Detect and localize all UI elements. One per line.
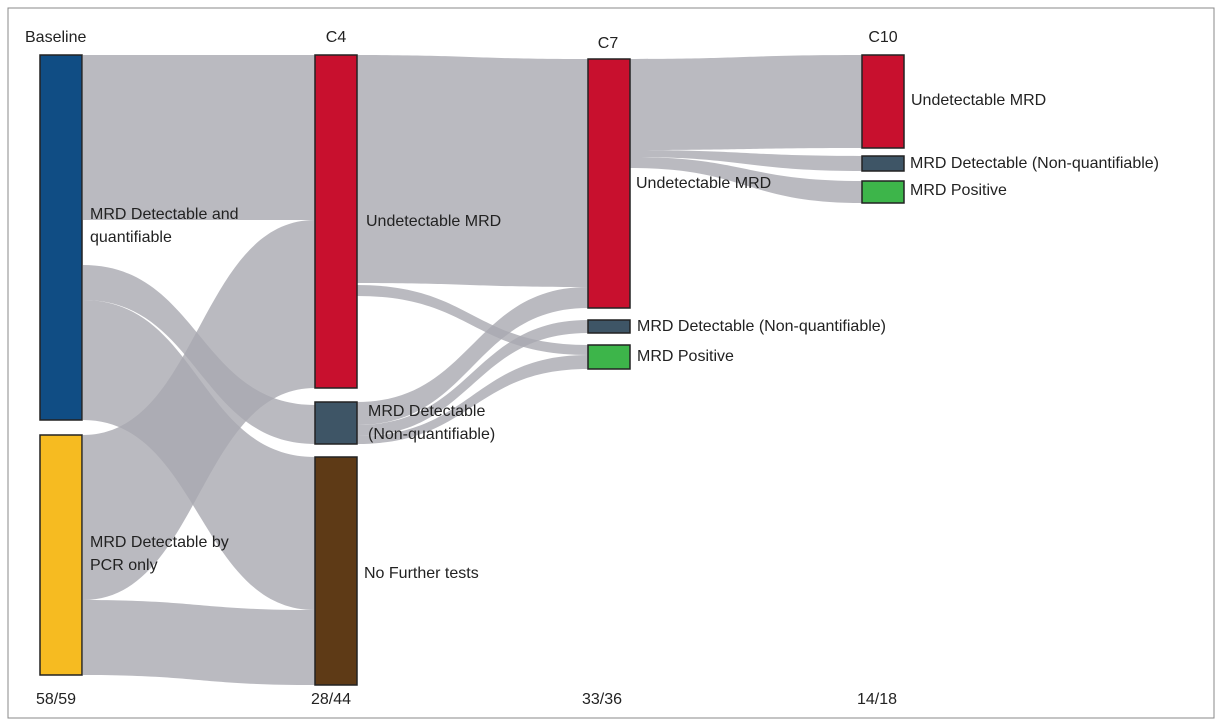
node-label: MRD Detectable by — [90, 534, 229, 551]
node-label: MRD Detectable — [368, 403, 485, 420]
frame — [7, 7, 1215, 719]
node — [314, 54, 358, 389]
node-label: MRD Detectable (Non-quantifiable) — [637, 318, 886, 335]
flow — [357, 320, 588, 436]
node — [587, 344, 631, 370]
node-label: quantifiable — [90, 229, 172, 246]
flow — [630, 150, 862, 171]
flow — [357, 287, 588, 425]
flow — [83, 220, 315, 600]
flow — [357, 355, 588, 444]
node-label: MRD Detectable and — [90, 206, 239, 223]
node — [39, 54, 83, 421]
column-footer: 33/36 — [582, 691, 622, 708]
node-label: (Non-quantifiable) — [368, 426, 495, 443]
column-title: C4 — [326, 29, 347, 46]
node — [861, 54, 905, 149]
node — [587, 58, 631, 309]
nodes — [39, 54, 905, 686]
flow — [630, 157, 862, 203]
node-label: MRD Detectable (Non-quantifiable) — [910, 155, 1159, 172]
node — [39, 434, 83, 676]
flow — [83, 600, 315, 685]
flow — [357, 55, 588, 287]
column-footer: 58/59 — [36, 691, 76, 708]
node-label: MRD Positive — [637, 348, 734, 365]
node-label: No Further tests — [364, 565, 479, 582]
node-label: Undetectable MRD — [911, 92, 1046, 109]
column-footer: 28/44 — [311, 691, 351, 708]
flow — [357, 285, 588, 355]
column-title: Baseline — [25, 29, 86, 46]
node-label: Undetectable MRD — [366, 213, 501, 230]
node — [861, 180, 905, 204]
node — [314, 401, 358, 445]
flow — [630, 55, 862, 150]
node-label: MRD Positive — [910, 182, 1007, 199]
node — [861, 155, 905, 172]
labels: Baseline 58/59 MRD Detectable and quantifia… — [25, 29, 1159, 708]
column-footer: 14/18 — [857, 691, 897, 708]
column-title: C7 — [598, 35, 619, 52]
column-title: C10 — [868, 29, 897, 46]
node-label: Undetectable MRD — [636, 175, 771, 192]
node — [587, 319, 631, 334]
flows — [83, 55, 862, 685]
node-label: PCR only — [90, 557, 158, 574]
node — [314, 456, 358, 686]
flow — [83, 55, 315, 220]
